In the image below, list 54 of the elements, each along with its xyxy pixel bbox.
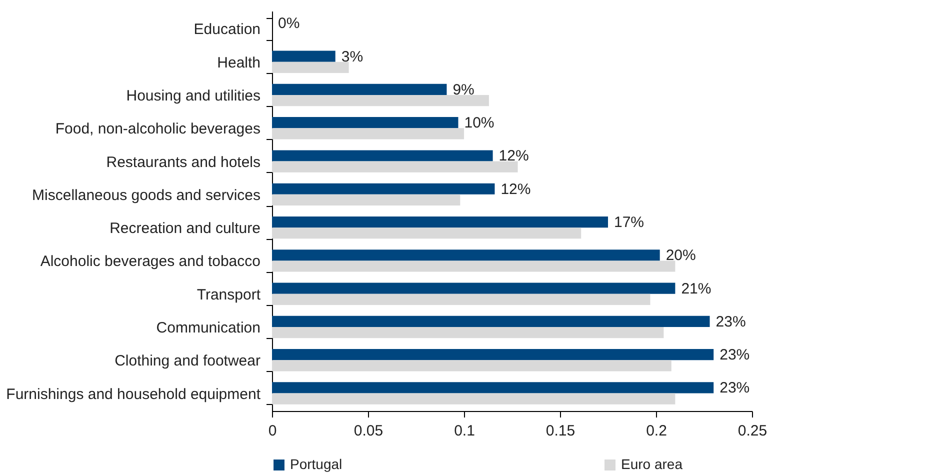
x-tick-label: 0.25 bbox=[738, 422, 768, 440]
data-label: 23% bbox=[720, 346, 750, 364]
x-tick-label: 0 bbox=[268, 422, 277, 440]
bar bbox=[272, 150, 493, 162]
bar bbox=[272, 62, 349, 73]
y-tick-label: Education bbox=[194, 21, 260, 38]
legend-label: Portugal bbox=[290, 456, 342, 472]
data-label: 12% bbox=[498, 148, 529, 165]
data-label: 23% bbox=[716, 313, 746, 330]
data-label: 10% bbox=[464, 114, 494, 132]
legend-label: Euro area bbox=[621, 456, 683, 472]
y-tick-label: Miscellaneous goods and services bbox=[32, 186, 260, 204]
bar bbox=[272, 393, 676, 404]
bar bbox=[272, 183, 495, 194]
data-label: 0% bbox=[278, 15, 300, 32]
bar bbox=[272, 349, 714, 360]
data-label: 17% bbox=[614, 214, 644, 232]
bar bbox=[272, 260, 676, 272]
bar bbox=[272, 282, 676, 294]
bar bbox=[272, 316, 710, 327]
data-label: 12% bbox=[500, 180, 531, 198]
data-label: 21% bbox=[681, 280, 712, 298]
y-tick-label: Communication bbox=[156, 319, 260, 336]
bar bbox=[272, 50, 336, 62]
bar bbox=[272, 216, 608, 228]
bar bbox=[272, 194, 460, 206]
x-tick-label: 0.2 bbox=[646, 422, 667, 440]
y-tick-label: Housing and utilities bbox=[126, 88, 260, 105]
bar bbox=[272, 382, 714, 394]
data-label: 3% bbox=[341, 48, 364, 66]
y-tick-label: Restaurants and hotels bbox=[106, 154, 260, 171]
bar bbox=[272, 117, 458, 128]
y-tick-label: Furnishings and household equipment bbox=[6, 386, 262, 403]
x-tick-label: 0.05 bbox=[354, 422, 384, 440]
y-tick-label: Health bbox=[217, 54, 260, 72]
x-tick-label: 0.15 bbox=[546, 422, 576, 440]
y-tick-label: Alcoholic beverages and tobacco bbox=[40, 253, 260, 270]
y-tick-label: Clothing and footwear bbox=[114, 352, 260, 370]
bar bbox=[272, 161, 518, 172]
bar bbox=[272, 250, 660, 261]
y-tick-label: Recreation and culture bbox=[110, 220, 260, 238]
bar bbox=[272, 128, 464, 140]
bar bbox=[272, 228, 582, 239]
bar bbox=[272, 360, 672, 372]
data-label: 23% bbox=[720, 380, 750, 397]
data-label: 9% bbox=[452, 81, 474, 98]
data-label: 20% bbox=[666, 247, 696, 264]
bar bbox=[272, 294, 650, 305]
y-tick-label: Transport bbox=[196, 286, 262, 304]
bar bbox=[272, 84, 447, 96]
bar bbox=[272, 326, 664, 338]
y-tick-label: Food, non-alcoholic beverages bbox=[55, 120, 260, 138]
x-tick-label: 0.1 bbox=[454, 422, 475, 440]
bar bbox=[272, 95, 489, 106]
